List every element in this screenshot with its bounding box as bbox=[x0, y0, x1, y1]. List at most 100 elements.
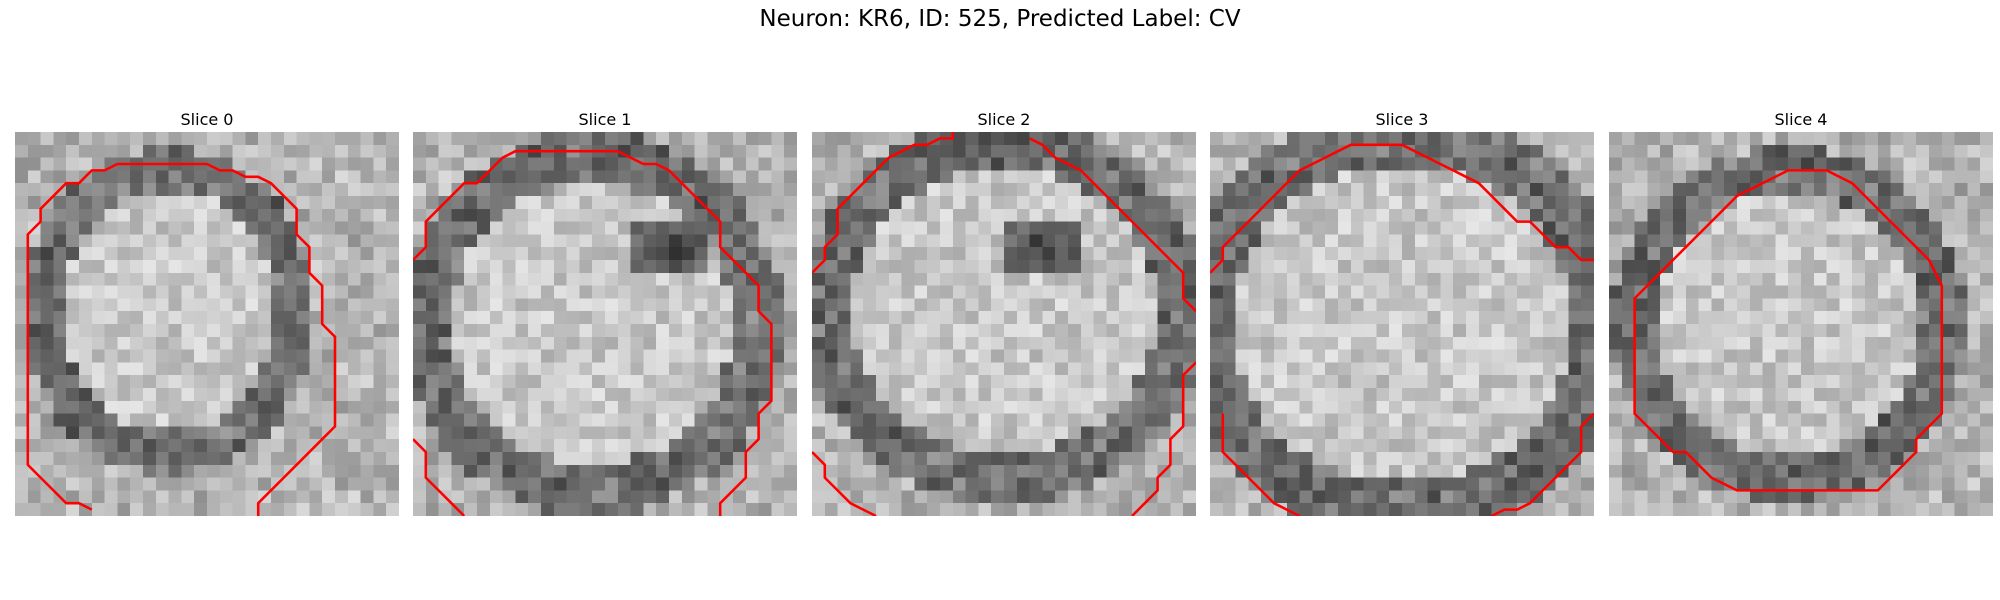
pixel-cell bbox=[322, 247, 336, 261]
pixel-cell bbox=[681, 426, 695, 440]
pixel-cell bbox=[914, 247, 928, 261]
pixel-cell bbox=[1286, 426, 1300, 440]
pixel-cell bbox=[1788, 336, 1802, 350]
pixel-cell bbox=[1274, 503, 1288, 516]
pixel-cell bbox=[1788, 208, 1802, 222]
pixel-cell bbox=[515, 183, 529, 197]
pixel-cell bbox=[1852, 298, 1866, 312]
pixel-cell bbox=[360, 324, 374, 338]
pixel-cell bbox=[1737, 336, 1751, 350]
pixel-cell bbox=[541, 464, 555, 478]
pixel-cell bbox=[1093, 221, 1107, 235]
pixel-cell bbox=[1852, 362, 1866, 376]
pixel-cell bbox=[1647, 336, 1661, 350]
pixel-cell bbox=[66, 311, 80, 325]
pixel-cell bbox=[952, 503, 966, 516]
pixel-cell bbox=[1274, 311, 1288, 325]
pixel-cell bbox=[464, 477, 478, 491]
pixel-cell bbox=[79, 272, 93, 286]
pixel-cell bbox=[784, 400, 797, 414]
pixel-cell bbox=[283, 170, 297, 184]
pixel-cell bbox=[528, 400, 542, 414]
pixel-cell bbox=[130, 400, 144, 414]
pixel-cell bbox=[1478, 221, 1492, 235]
pixel-cell bbox=[1248, 439, 1262, 453]
pixel-cell bbox=[1183, 452, 1196, 466]
pixel-cell bbox=[1402, 426, 1416, 440]
pixel-cell bbox=[1029, 400, 1043, 414]
pixel-cell bbox=[914, 375, 928, 389]
pixel-cell bbox=[1093, 132, 1107, 146]
pixel-cell bbox=[1698, 503, 1712, 516]
pixel-cell bbox=[91, 285, 105, 299]
pixel-cell bbox=[386, 413, 399, 427]
pixel-cell bbox=[784, 144, 797, 158]
pixel-cell bbox=[566, 439, 580, 453]
pixel-cell bbox=[1119, 170, 1133, 184]
pixel-cell bbox=[117, 183, 131, 197]
pixel-cell bbox=[1609, 426, 1623, 440]
pixel-cell bbox=[733, 400, 747, 414]
pixel-cell bbox=[168, 336, 182, 350]
pixel-cell bbox=[1427, 477, 1441, 491]
pixel-cell bbox=[888, 234, 902, 248]
pixel-cell bbox=[1478, 298, 1492, 312]
pixel-cell bbox=[181, 490, 195, 504]
pixel-cell bbox=[1338, 324, 1352, 338]
pixel-cell bbox=[733, 311, 747, 325]
pixel-cell bbox=[194, 260, 208, 274]
pixel-cell bbox=[1029, 388, 1043, 402]
pixel-cell bbox=[1363, 349, 1377, 363]
pixel-cell bbox=[1788, 247, 1802, 261]
pixel-cell bbox=[914, 196, 928, 210]
pixel-cell bbox=[1029, 426, 1043, 440]
pixel-cell bbox=[720, 170, 734, 184]
pixel-cell bbox=[296, 132, 310, 146]
pixel-cell bbox=[1402, 183, 1416, 197]
pixel-cell bbox=[27, 311, 41, 325]
pixel-cell bbox=[850, 388, 864, 402]
pixel-cell bbox=[1724, 272, 1738, 286]
pixel-cell bbox=[1286, 260, 1300, 274]
pixel-cell bbox=[335, 196, 349, 210]
pixel-cell bbox=[528, 375, 542, 389]
pixel-cell bbox=[1749, 324, 1763, 338]
pixel-cell bbox=[1568, 311, 1582, 325]
pixel-cell bbox=[914, 349, 928, 363]
pixel-cell bbox=[143, 375, 157, 389]
pixel-cell bbox=[413, 196, 427, 210]
pixel-cell bbox=[1068, 400, 1082, 414]
pixel-cell bbox=[1325, 375, 1339, 389]
pixel-cell bbox=[745, 132, 759, 146]
pixel-cell bbox=[1980, 336, 1993, 350]
pixel-cell bbox=[1389, 324, 1403, 338]
pixel-cell bbox=[91, 157, 105, 171]
pixel-cell bbox=[360, 144, 374, 158]
pixel-cell bbox=[40, 272, 54, 286]
pixel-cell bbox=[901, 336, 915, 350]
pixel-cell bbox=[681, 413, 695, 427]
pixel-cell bbox=[309, 247, 323, 261]
pixel-cell bbox=[1261, 260, 1275, 274]
pixel-cell bbox=[1801, 426, 1815, 440]
pixel-cell bbox=[347, 311, 361, 325]
pixel-cell bbox=[1376, 132, 1390, 146]
pixel-cell bbox=[104, 221, 118, 235]
pixel-cell bbox=[1685, 247, 1699, 261]
pixel-cell bbox=[528, 221, 542, 235]
pixel-cell bbox=[758, 132, 772, 146]
pixel-cell bbox=[1929, 285, 1943, 299]
pixel-cell bbox=[1647, 400, 1661, 414]
pixel-cell bbox=[27, 272, 41, 286]
pixel-cell bbox=[117, 375, 131, 389]
pixel-cell bbox=[1055, 426, 1069, 440]
pixel-cell bbox=[978, 413, 992, 427]
pixel-cell bbox=[1762, 452, 1776, 466]
pixel-cell bbox=[1916, 311, 1930, 325]
contour-outline bbox=[26, 162, 337, 516]
pixel-cell bbox=[1839, 349, 1853, 363]
pixel-cell bbox=[322, 388, 336, 402]
pixel-cell bbox=[669, 452, 683, 466]
pixel-cell bbox=[566, 413, 580, 427]
pixel-cell bbox=[1685, 439, 1699, 453]
